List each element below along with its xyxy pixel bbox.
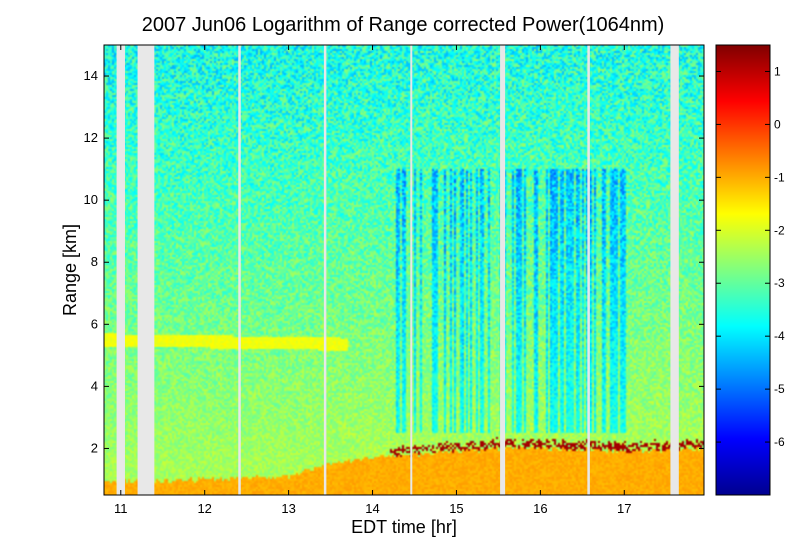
data-gap bbox=[410, 45, 413, 495]
data-gap bbox=[670, 45, 679, 495]
data-gap bbox=[137, 45, 155, 495]
x-tick-label: 16 bbox=[533, 501, 547, 516]
colorbar-tick-label: -1 bbox=[774, 170, 785, 184]
plot-frame bbox=[103, 44, 705, 496]
x-axis: 11 12 13 14 15 16 17 bbox=[114, 45, 632, 516]
y-axis: 2 4 6 8 10 12 14 bbox=[84, 68, 704, 455]
plot-area bbox=[103, 44, 705, 496]
colorbar-gradient bbox=[716, 45, 770, 495]
x-tick-label: 17 bbox=[617, 501, 631, 516]
x-tick-label: 14 bbox=[365, 501, 379, 516]
colorbar-tick-label: -5 bbox=[774, 382, 785, 396]
colorbar-tick-label: 1 bbox=[774, 64, 781, 78]
backscatter-heatmap bbox=[104, 45, 704, 495]
colorbar-tick-label: -3 bbox=[774, 276, 785, 290]
y-tick-label: 4 bbox=[91, 378, 98, 393]
colorbar-tick-label: 0 bbox=[774, 117, 781, 131]
y-tick-label: 6 bbox=[91, 316, 98, 331]
y-tick-label: 8 bbox=[91, 254, 98, 269]
data-gap bbox=[587, 45, 590, 495]
colorbar-tick-label: -4 bbox=[774, 329, 785, 343]
x-tick-label: 11 bbox=[114, 501, 128, 516]
data-gap bbox=[238, 45, 241, 495]
x-tick-label: 15 bbox=[449, 501, 463, 516]
y-tick-label: 10 bbox=[84, 192, 98, 207]
data-gap bbox=[323, 45, 327, 495]
colorbar-axis: 1 0 -1 -2 -3 -4 -5 -6 bbox=[716, 64, 785, 449]
x-tick-label: 12 bbox=[197, 501, 211, 516]
colorbar-tick-label: -2 bbox=[774, 223, 785, 237]
colorbar: 1 0 -1 -2 -3 -4 -5 -6 bbox=[715, 44, 785, 496]
y-tick-label: 14 bbox=[84, 68, 98, 83]
colorbar-frame bbox=[715, 44, 771, 496]
y-tick-label: 2 bbox=[91, 440, 98, 455]
y-axis-label: Range [km] bbox=[60, 224, 80, 316]
data-gap bbox=[116, 45, 125, 495]
data-gap bbox=[500, 45, 506, 495]
x-tick-label: 13 bbox=[281, 501, 295, 516]
data-gap-layer bbox=[116, 45, 679, 495]
x-axis-label: EDT time [hr] bbox=[351, 517, 457, 537]
chart-title: 2007 Jun06 Logarithm of Range corrected … bbox=[142, 14, 665, 36]
y-tick-label: 12 bbox=[84, 130, 98, 145]
colorbar-tick-label: -6 bbox=[774, 435, 785, 449]
